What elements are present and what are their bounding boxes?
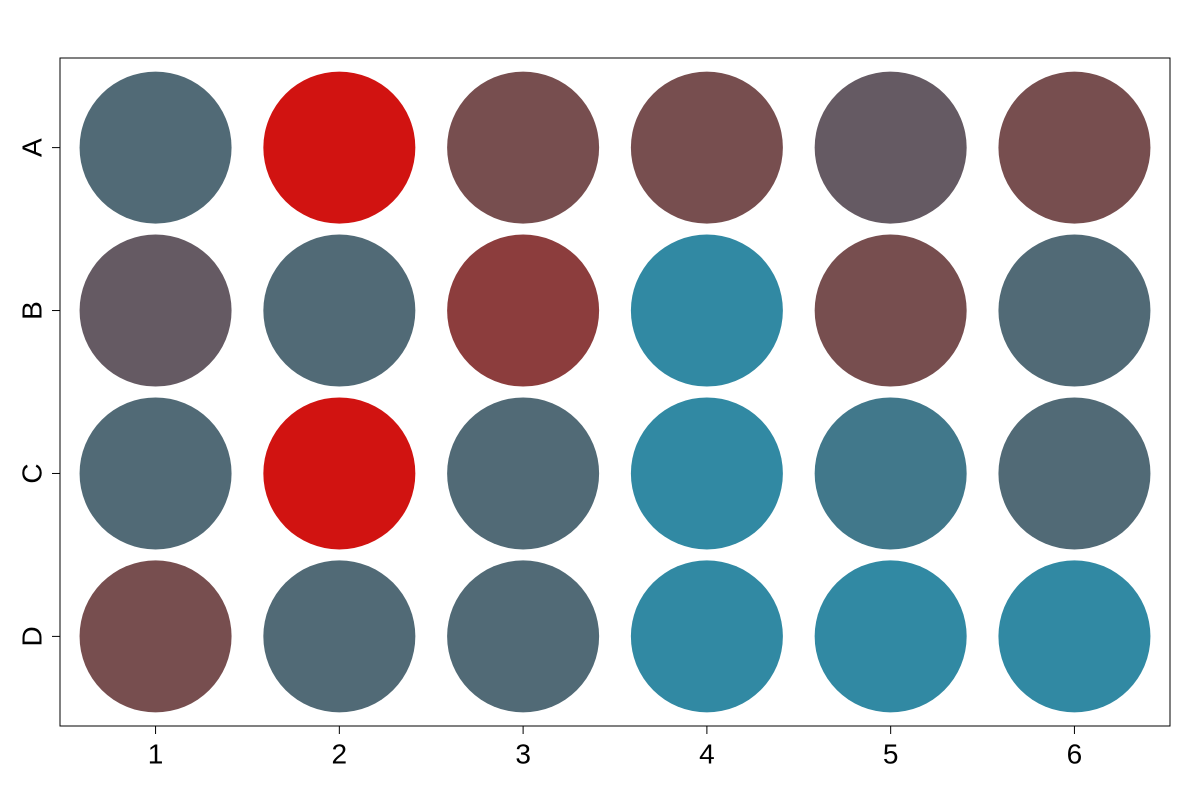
y-tick-label-D: D — [16, 626, 47, 646]
y-tick-label-A: A — [16, 138, 47, 157]
well-B3 — [447, 234, 600, 387]
well-C5 — [814, 397, 967, 550]
well-C6 — [998, 397, 1151, 550]
y-tick-label-C: C — [16, 463, 47, 483]
well-C4 — [630, 397, 783, 550]
well-A5 — [814, 71, 967, 224]
well-D2 — [263, 560, 416, 713]
well-D5 — [814, 560, 967, 713]
well-B4 — [630, 234, 783, 387]
well-C2 — [263, 397, 416, 550]
wells-layer — [79, 71, 1151, 713]
well-C1 — [79, 397, 232, 550]
y-tick-label-B: B — [16, 301, 47, 320]
well-A2 — [263, 71, 416, 224]
well-A4 — [630, 71, 783, 224]
well-D4 — [630, 560, 783, 713]
well-A1 — [79, 71, 232, 224]
well-B6 — [998, 234, 1151, 387]
x-tick-label-3: 3 — [515, 738, 531, 769]
well-C3 — [447, 397, 600, 550]
x-tick-label-1: 1 — [148, 738, 164, 769]
well-D1 — [79, 560, 232, 713]
well-A3 — [447, 71, 600, 224]
x-axis: 1 2 3 4 5 6 — [148, 725, 1083, 769]
x-tick-label-6: 6 — [1067, 738, 1083, 769]
y-axis: A B C D — [16, 138, 61, 647]
well-D3 — [447, 560, 600, 713]
well-A6 — [998, 71, 1151, 224]
x-tick-label-2: 2 — [332, 738, 348, 769]
x-tick-label-4: 4 — [699, 738, 715, 769]
x-tick-label-5: 5 — [883, 738, 899, 769]
well-B2 — [263, 234, 416, 387]
well-D6 — [998, 560, 1151, 713]
well-B1 — [79, 234, 232, 387]
well-B5 — [814, 234, 967, 387]
